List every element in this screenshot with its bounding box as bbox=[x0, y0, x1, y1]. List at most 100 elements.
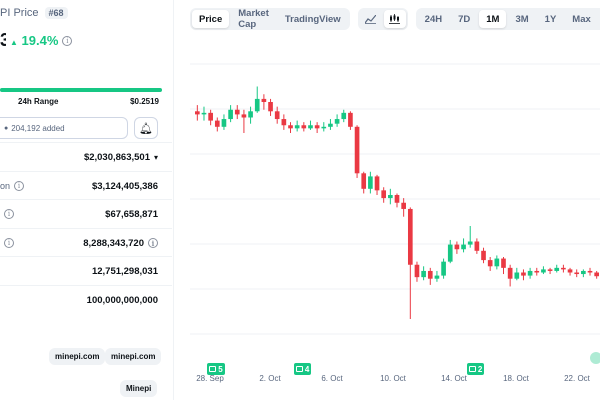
candle-body bbox=[507, 267, 513, 279]
stat-value: 12,751,298,031 bbox=[92, 266, 158, 277]
chart-style-selector bbox=[357, 8, 408, 30]
coin-title-row: PI Price #68 bbox=[0, 7, 68, 19]
candle bbox=[501, 257, 506, 275]
range-bar-fill bbox=[0, 88, 162, 92]
x-tick-label: 22. Oct bbox=[564, 374, 591, 383]
stat-label: i bbox=[0, 238, 14, 248]
candle-body bbox=[221, 119, 227, 127]
range-3m[interactable]: 3M bbox=[515, 13, 529, 25]
candle-body bbox=[527, 270, 533, 276]
event-count: 5 bbox=[218, 364, 223, 374]
price-change-value: 19.4% bbox=[21, 33, 59, 48]
candle-body bbox=[388, 195, 393, 199]
website-link-2[interactable]: minepi.com bbox=[105, 348, 162, 365]
bell-icon: 🔔︎ bbox=[139, 122, 153, 135]
candle bbox=[554, 264, 560, 273]
candle bbox=[348, 111, 353, 130]
candle bbox=[261, 94, 267, 110]
candle-body bbox=[194, 111, 200, 115]
stat-row: 100,000,000,000 bbox=[0, 285, 172, 314]
candle-body bbox=[308, 125, 313, 129]
candle-body bbox=[514, 272, 520, 279]
watchlist-button[interactable]: ● 204,192 added bbox=[0, 117, 128, 139]
price-row: 3 ▲ 19.4% i bbox=[0, 30, 73, 51]
candle bbox=[201, 106, 207, 121]
info-icon[interactable]: i bbox=[4, 238, 14, 248]
candle bbox=[374, 174, 380, 195]
tab-price[interactable]: Price bbox=[192, 10, 230, 28]
range-1y[interactable]: 1Y bbox=[544, 13, 557, 25]
website-link-1[interactable]: minepi.com bbox=[49, 348, 106, 365]
event-badge[interactable]: 2 bbox=[466, 363, 485, 375]
range-max[interactable]: Max bbox=[572, 13, 591, 25]
candle bbox=[574, 269, 580, 278]
x-tick-label: 6. Oct bbox=[321, 374, 343, 383]
candle bbox=[594, 270, 600, 279]
info-icon[interactable]: i bbox=[62, 35, 73, 46]
candlestick-icon[interactable] bbox=[383, 10, 406, 28]
candle bbox=[388, 188, 393, 205]
line-chart-icon[interactable] bbox=[360, 10, 382, 28]
x-tick-label: 18. Oct bbox=[503, 374, 530, 383]
candle bbox=[228, 105, 233, 123]
stat-value-text: 8,288,343,720 bbox=[83, 237, 144, 249]
candle bbox=[434, 270, 440, 282]
info-icon[interactable]: i bbox=[14, 181, 25, 191]
candle-body bbox=[341, 112, 347, 120]
candle bbox=[441, 258, 446, 279]
candle-body bbox=[281, 119, 287, 126]
stat-label-text: on bbox=[0, 181, 11, 191]
price-chart[interactable]: 28. Sep 2. Oct 6. Oct 10. Oct 14. Oct 18. Oct… bbox=[190, 40, 600, 385]
stat-value: $2,030,863,501 ▾ bbox=[84, 152, 158, 163]
x-tick-label: 10. Oct bbox=[380, 374, 407, 383]
candle-body bbox=[434, 275, 440, 279]
range-1m[interactable]: 1M bbox=[479, 10, 507, 28]
watchlist-count: 204,192 added bbox=[11, 123, 65, 133]
candle-body bbox=[481, 250, 486, 261]
candle bbox=[587, 267, 593, 276]
tab-tradingview[interactable]: TradingView bbox=[284, 13, 341, 25]
candle bbox=[294, 120, 300, 132]
x-tick-label: 2. Oct bbox=[259, 374, 281, 383]
community-link[interactable]: Minepi bbox=[120, 380, 158, 397]
range-24h[interactable]: 24H bbox=[424, 13, 443, 25]
chart-type-selector: Price Market Cap TradingView bbox=[190, 8, 350, 30]
candle-body bbox=[361, 173, 367, 189]
stat-label: i bbox=[0, 209, 14, 219]
event-badge[interactable]: 5 bbox=[207, 363, 225, 375]
current-price: 3 bbox=[0, 30, 6, 50]
stat-value: 8,288,343,720 i bbox=[83, 238, 158, 249]
candle bbox=[461, 238, 466, 253]
candle bbox=[381, 187, 387, 203]
stat-value: 100,000,000,000 bbox=[87, 295, 158, 306]
stat-row: 12,751,298,031 bbox=[0, 256, 172, 285]
candle-body bbox=[567, 269, 573, 273]
stat-value: $67,658,871 bbox=[105, 209, 158, 220]
price-alert-button[interactable]: 🔔︎ bbox=[134, 117, 158, 139]
candle bbox=[361, 171, 367, 194]
candle bbox=[208, 109, 213, 126]
candle bbox=[507, 264, 513, 287]
stat-row: $2,030,863,501 ▾ bbox=[0, 142, 172, 171]
x-tick-label: 14. Oct bbox=[441, 374, 468, 383]
candle bbox=[234, 105, 240, 120]
candle bbox=[334, 114, 340, 127]
candle-body bbox=[228, 109, 233, 120]
candle-body bbox=[294, 125, 300, 129]
candle bbox=[368, 171, 373, 194]
candle-body bbox=[374, 176, 380, 191]
candle-body bbox=[348, 112, 353, 127]
info-icon[interactable]: i bbox=[148, 238, 158, 248]
candle-body bbox=[521, 272, 526, 276]
range-7d[interactable]: 7D bbox=[458, 13, 471, 25]
chevron-down-icon[interactable]: ▾ bbox=[153, 152, 158, 162]
tab-market-cap[interactable]: Market Cap bbox=[238, 8, 269, 30]
info-icon[interactable]: i bbox=[4, 209, 14, 219]
candle-body bbox=[314, 125, 320, 129]
candle-body bbox=[581, 270, 586, 275]
event-badge[interactable]: 4 bbox=[293, 363, 312, 375]
candle-body bbox=[214, 120, 220, 127]
stat-value-text: $3,124,405,386 bbox=[91, 180, 158, 192]
candle bbox=[314, 122, 320, 133]
candle bbox=[341, 109, 347, 123]
